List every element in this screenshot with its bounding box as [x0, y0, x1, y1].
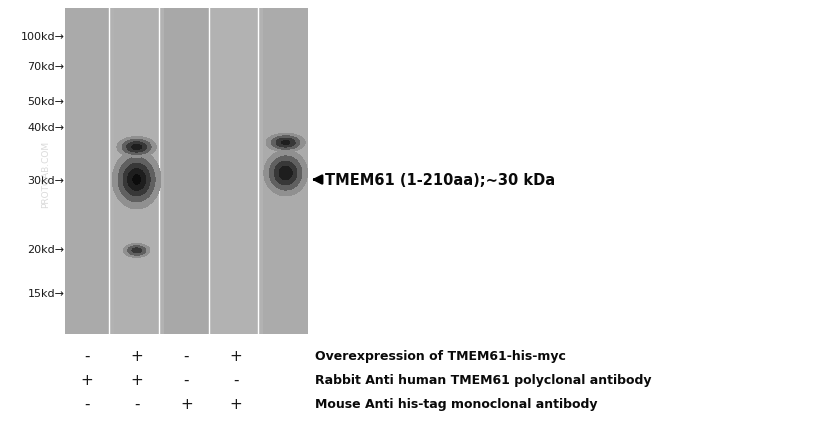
- Text: 40kd→: 40kd→: [27, 123, 65, 133]
- Text: +: +: [80, 372, 93, 387]
- Bar: [70, 9, 302, 334]
- Text: 15kd→: 15kd→: [27, 288, 65, 298]
- Text: PROTGAB.COM: PROTGAB.COM: [41, 140, 50, 207]
- Text: -: -: [134, 396, 139, 411]
- Text: -: -: [184, 349, 189, 363]
- Text: -: -: [184, 372, 189, 387]
- Text: 50kd→: 50kd→: [27, 97, 65, 107]
- Bar: [164, 9, 208, 334]
- Text: 70kd→: 70kd→: [27, 62, 65, 72]
- Text: TMEM61 (1-210aa);∼30 kDa: TMEM61 (1-210aa);∼30 kDa: [325, 173, 555, 187]
- Text: 20kd→: 20kd→: [27, 245, 65, 254]
- Bar: [114, 9, 159, 334]
- Text: +: +: [229, 396, 242, 411]
- Bar: [65, 9, 109, 334]
- Bar: [263, 9, 308, 334]
- Text: +: +: [130, 372, 143, 387]
- Text: 30kd→: 30kd→: [27, 175, 65, 185]
- Text: -: -: [84, 349, 89, 363]
- Text: 100kd→: 100kd→: [21, 32, 65, 42]
- Text: -: -: [233, 372, 238, 387]
- Text: Mouse Anti his-tag monoclonal antibody: Mouse Anti his-tag monoclonal antibody: [314, 397, 596, 410]
- Bar: [213, 9, 258, 334]
- Text: Overexpression of TMEM61-his-myc: Overexpression of TMEM61-his-myc: [314, 349, 565, 362]
- Text: +: +: [179, 396, 193, 411]
- Text: Rabbit Anti human TMEM61 polyclonal antibody: Rabbit Anti human TMEM61 polyclonal anti…: [314, 373, 650, 386]
- Text: -: -: [84, 396, 89, 411]
- Text: +: +: [130, 349, 143, 363]
- Text: +: +: [229, 349, 242, 363]
